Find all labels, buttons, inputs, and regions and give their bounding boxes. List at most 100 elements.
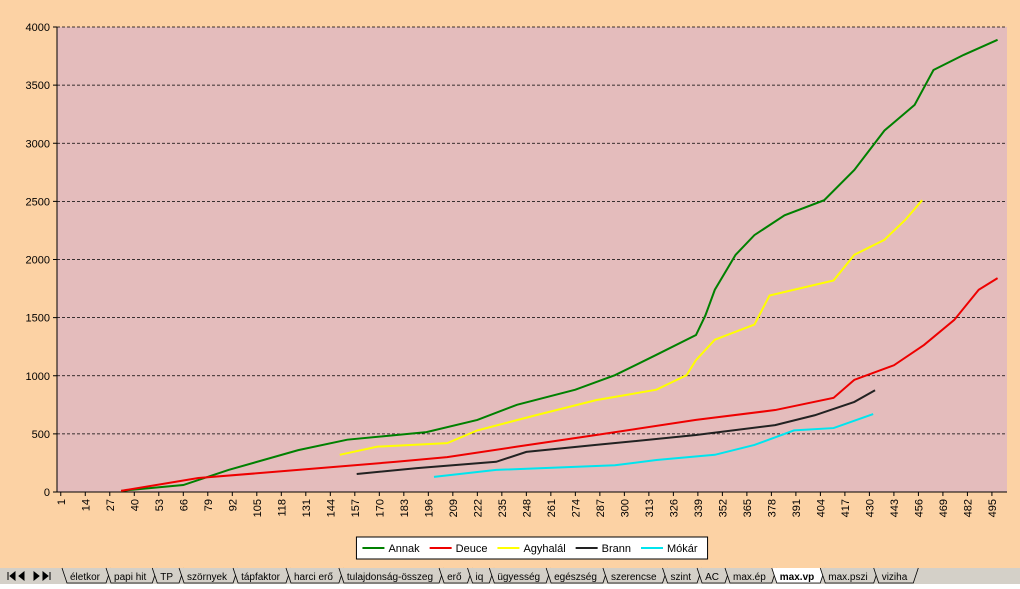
legend-label: Agyhalál bbox=[523, 543, 565, 555]
x-tick-label: 196 bbox=[423, 499, 435, 517]
tab-nav[interactable] bbox=[2, 569, 58, 583]
tab-label[interactable]: tulajdonság-összeg bbox=[347, 572, 433, 583]
x-tick-label: 352 bbox=[717, 499, 729, 517]
y-tick-label: 1000 bbox=[26, 371, 50, 383]
series-line bbox=[120, 277, 999, 492]
y-tick-label: 1500 bbox=[26, 313, 50, 325]
x-tick-label: 417 bbox=[840, 499, 852, 517]
sheet-tab[interactable]: viziha bbox=[873, 567, 919, 584]
tab-label[interactable]: ügyesség bbox=[497, 572, 540, 583]
series-line bbox=[120, 38, 998, 492]
tab-label[interactable]: viziha bbox=[882, 572, 908, 583]
sheet-tab[interactable]: harci erő bbox=[285, 567, 345, 584]
x-tick-label: 248 bbox=[521, 499, 533, 517]
legend: Annak Deuce Agyhalál Brann Mókár bbox=[355, 536, 709, 560]
sheet-tab[interactable]: max.pszi bbox=[819, 567, 880, 584]
x-tick-label: 79 bbox=[203, 499, 215, 511]
sheet-tab[interactable]: szerencse bbox=[602, 567, 668, 584]
tab-label[interactable]: max.pszi bbox=[828, 572, 867, 583]
tab-label[interactable]: max.vp bbox=[780, 572, 814, 583]
x-tick-label: 495 bbox=[987, 499, 999, 517]
sheet-tab[interactable]: egészség bbox=[545, 567, 609, 584]
legend-box bbox=[355, 536, 709, 560]
sheet-tab[interactable]: szint bbox=[662, 567, 703, 584]
x-tick-label: 131 bbox=[301, 499, 313, 517]
tab-label[interactable]: max.ép bbox=[733, 572, 766, 583]
x-tick-label: 118 bbox=[276, 499, 288, 517]
tab-label[interactable]: szint bbox=[671, 572, 692, 583]
x-tick-label: 170 bbox=[374, 499, 386, 517]
x-tick-label: 391 bbox=[791, 499, 803, 517]
tab-label[interactable]: papi hit bbox=[114, 572, 146, 583]
x-tick-label: 378 bbox=[766, 499, 778, 517]
x-tick-label: 92 bbox=[227, 499, 239, 511]
sheet-tab[interactable]: életkor bbox=[61, 567, 112, 584]
y-tick-label: 3500 bbox=[26, 80, 50, 92]
x-tick-label: 14 bbox=[80, 499, 92, 511]
x-tick-label: 157 bbox=[350, 499, 362, 517]
tab-label[interactable]: szörnyek bbox=[187, 572, 228, 583]
nav-arrows bbox=[7, 570, 51, 582]
tab-label[interactable]: AC bbox=[705, 572, 719, 583]
sheet-tab[interactable]: max.vp bbox=[771, 567, 826, 584]
x-tick-label: 365 bbox=[742, 499, 754, 517]
x-tick-label: 27 bbox=[105, 499, 117, 511]
series-line bbox=[433, 413, 874, 478]
legend-label: Mókár bbox=[667, 543, 698, 555]
x-tick-label: 313 bbox=[644, 499, 656, 517]
legend-label: Annak bbox=[388, 543, 420, 555]
sheet-tab[interactable]: TP bbox=[151, 567, 185, 584]
x-tick-label: 300 bbox=[619, 499, 631, 517]
x-tick-label: 222 bbox=[472, 499, 484, 517]
tab-label[interactable]: szerencse bbox=[611, 572, 657, 583]
x-tick-label: 469 bbox=[938, 499, 950, 517]
x-tick-label: 66 bbox=[178, 499, 190, 511]
x-tick-label: 404 bbox=[815, 499, 827, 517]
sheet-tab[interactable]: papi hit bbox=[105, 567, 158, 584]
y-tick-label: 4000 bbox=[26, 22, 50, 34]
x-tick-label: 261 bbox=[546, 499, 558, 517]
tab-label[interactable]: TP bbox=[160, 572, 173, 583]
sheet-tab[interactable]: szörnyek bbox=[178, 567, 239, 584]
y-tick-label: 2500 bbox=[26, 196, 50, 208]
y-tick-label: 0 bbox=[44, 487, 50, 499]
x-tick-label: 183 bbox=[399, 499, 411, 517]
tab-label[interactable]: harci erő bbox=[294, 572, 333, 583]
x-tick-label: 40 bbox=[129, 499, 141, 511]
tab-shape bbox=[873, 567, 919, 584]
sheet-tab[interactable]: tulajdonság-összeg bbox=[338, 567, 445, 584]
sheet-tab[interactable]: max.ép bbox=[724, 567, 778, 584]
y-tick-label: 500 bbox=[32, 429, 50, 441]
x-tick-label: 339 bbox=[693, 499, 705, 517]
y-tick-label: 2000 bbox=[26, 255, 50, 267]
x-tick-label: 443 bbox=[889, 499, 901, 517]
x-tick-label: 326 bbox=[668, 499, 680, 517]
legend-label: Deuce bbox=[456, 543, 488, 555]
x-tick-label: 53 bbox=[154, 499, 166, 511]
legend-label: Brann bbox=[602, 543, 631, 555]
series-line bbox=[339, 199, 923, 456]
sheet-tab[interactable]: AC bbox=[696, 567, 731, 584]
tab-label[interactable]: életkor bbox=[70, 572, 101, 583]
sheet-tab[interactable]: tápfaktor bbox=[232, 567, 292, 584]
series-line bbox=[356, 389, 876, 475]
x-tick-label: 482 bbox=[962, 499, 974, 517]
x-tick-label: 287 bbox=[595, 499, 607, 517]
x-tick-label: 1 bbox=[56, 499, 68, 505]
y-tick-label: 3000 bbox=[26, 138, 50, 150]
x-tick-label: 144 bbox=[325, 499, 337, 517]
x-tick-label: 430 bbox=[864, 499, 876, 517]
sheet-tab[interactable]: ügyesség bbox=[488, 567, 552, 584]
x-tick-label: 235 bbox=[497, 499, 509, 517]
x-tick-label: 456 bbox=[913, 499, 925, 517]
tab-label[interactable]: egészség bbox=[554, 572, 597, 583]
x-tick-label: 105 bbox=[252, 499, 264, 517]
x-tick-label: 209 bbox=[448, 499, 460, 517]
tab-label[interactable]: erő bbox=[447, 572, 462, 583]
x-tick-label: 274 bbox=[570, 499, 582, 517]
tab-label[interactable]: iq bbox=[476, 572, 484, 583]
tab-label[interactable]: tápfaktor bbox=[241, 572, 281, 583]
sheet-tab[interactable]: erő bbox=[438, 567, 473, 584]
